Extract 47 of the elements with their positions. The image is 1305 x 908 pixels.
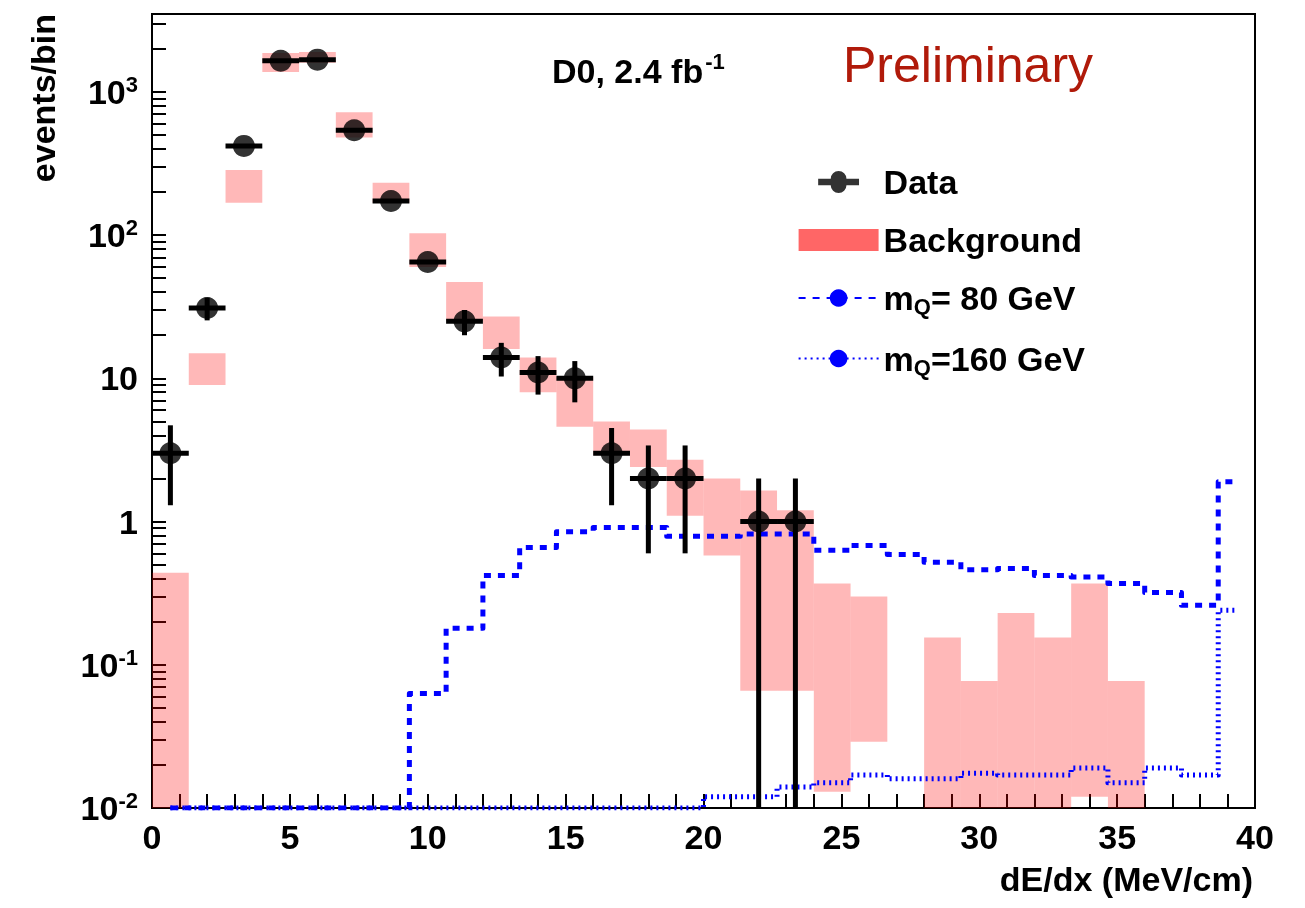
point	[563, 367, 586, 390]
y-tick-label: 10$^{-1}$	[80, 644, 138, 684]
y-axis-title: events/bin	[24, 13, 62, 183]
x-tick-label: 5	[280, 818, 300, 856]
bar	[629, 429, 667, 468]
point	[600, 442, 623, 465]
x-tick-label: 20	[684, 818, 723, 856]
point	[159, 442, 182, 465]
x-axis-title: dE/dx (MeV/cm)	[999, 860, 1254, 898]
bar	[924, 637, 961, 808]
point	[380, 190, 402, 213]
x-tick-label: 30	[960, 818, 999, 856]
bar	[1034, 637, 1072, 808]
bar	[1107, 681, 1145, 808]
y-tick-label: 10$^{3}$	[87, 71, 138, 111]
point	[490, 346, 513, 369]
legend-label: Background	[883, 221, 1082, 259]
point	[637, 467, 660, 490]
y-tick-label: 10	[100, 359, 138, 398]
y-tick-label: 10$^{2}$	[87, 214, 138, 255]
point	[269, 49, 292, 72]
bar	[152, 572, 189, 808]
bar	[850, 596, 888, 742]
bar	[225, 169, 263, 203]
annotation: Preliminary	[843, 37, 1094, 93]
point	[453, 310, 476, 333]
x-tick-label: 10	[408, 818, 447, 856]
bar	[1071, 583, 1108, 797]
y-tick-label: 10$^{-2}$	[80, 787, 138, 827]
bar	[188, 353, 226, 385]
x-tick-label: 35	[1098, 818, 1137, 856]
bar	[703, 478, 741, 556]
point	[747, 510, 770, 533]
x-tick-label: 25	[822, 818, 861, 856]
point	[784, 510, 807, 533]
point	[196, 296, 219, 319]
y-tick-label: 1	[119, 502, 138, 541]
bar	[960, 681, 998, 808]
x-tick-label: 0	[142, 818, 162, 856]
legend-label: Data	[883, 163, 959, 201]
bar	[997, 612, 1035, 808]
point	[232, 134, 255, 157]
point	[306, 48, 329, 71]
x-tick-label: 15	[546, 818, 585, 856]
bar	[813, 583, 851, 792]
bar	[482, 316, 520, 350]
x-tick-label: 40	[1236, 818, 1274, 856]
